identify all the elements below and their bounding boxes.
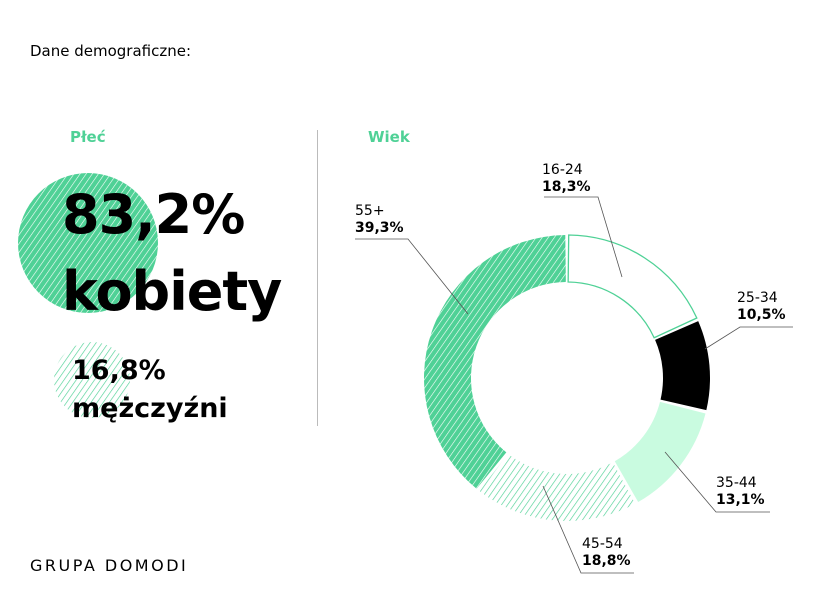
leader-line — [544, 196, 623, 278]
men-circle — [54, 342, 130, 418]
women-label: kobiety — [62, 260, 282, 323]
logo: GRUPA DOMODI — [30, 556, 189, 575]
label-16-24: 16-24 18,3% — [542, 162, 591, 196]
age-heading: Wiek — [368, 128, 410, 146]
value-label: 18,8% — [582, 553, 631, 569]
category-label: 35-44 — [716, 475, 757, 491]
category-label: 45-54 — [582, 536, 623, 552]
leader-line — [704, 326, 793, 350]
category-label: 25-34 — [737, 290, 778, 306]
category-label: 16-24 — [542, 162, 583, 178]
women-circle — [18, 173, 158, 313]
label-25-34: 25-34 10,5% — [737, 290, 786, 324]
value-label: 13,1% — [716, 492, 765, 508]
category-label: 55+ — [355, 203, 385, 219]
gender-heading: Płeć — [70, 128, 106, 146]
donut-slice-35-44 — [614, 401, 706, 503]
label-35-44: 35-44 13,1% — [716, 475, 765, 509]
women-percent: 83,2% — [62, 183, 245, 246]
page-title: Dane demograficzne: — [30, 42, 192, 60]
men-percent: 16,8% — [72, 355, 166, 386]
leader-line — [542, 485, 634, 574]
value-label: 18,3% — [542, 179, 591, 195]
donut-slice-25-34 — [655, 321, 710, 411]
men-label: mężczyźni — [72, 393, 228, 424]
leader-line — [355, 238, 469, 315]
label-45-54: 45-54 18,8% — [582, 536, 631, 570]
donut-slice-45-54 — [479, 453, 636, 521]
label-55-plus: 55+ 39,3% — [355, 203, 404, 237]
value-label: 39,3% — [355, 220, 404, 236]
divider — [317, 130, 318, 426]
donut-slice-55-plus — [424, 235, 566, 489]
leader-line — [664, 451, 770, 513]
value-label: 10,5% — [737, 307, 786, 323]
donut-slice-16-24 — [567, 234, 698, 339]
